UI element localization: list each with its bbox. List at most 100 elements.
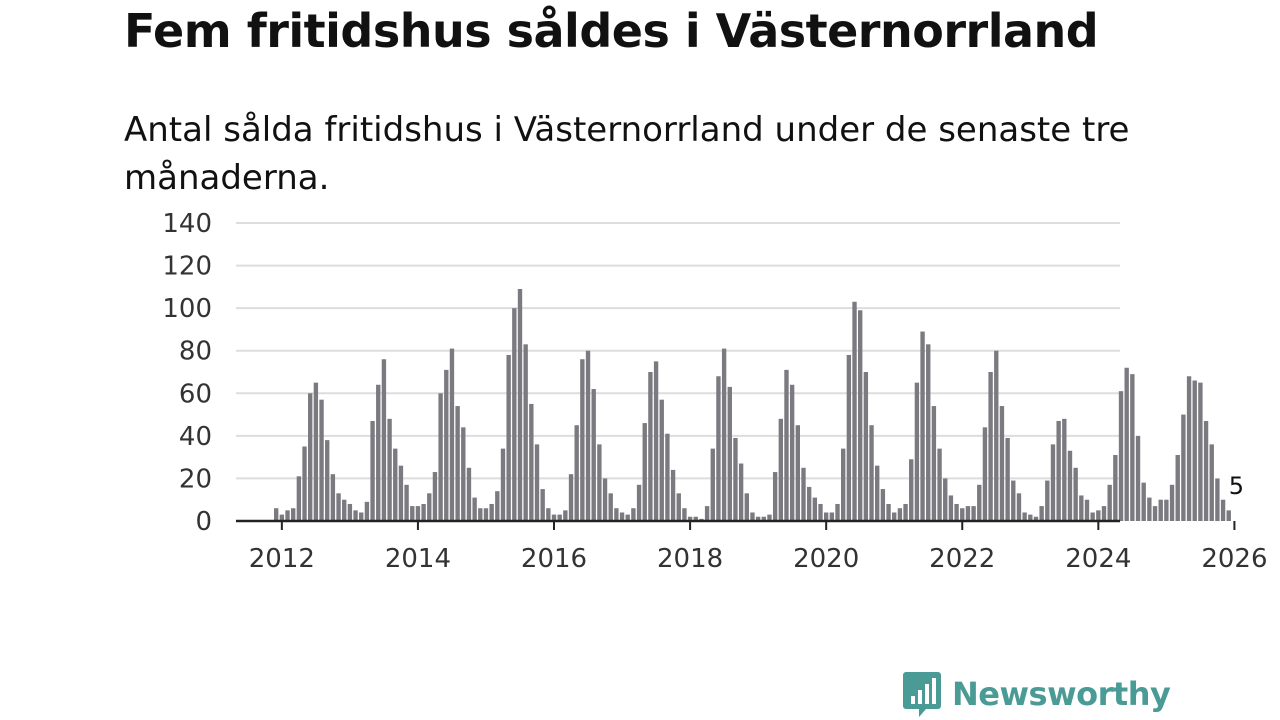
- bar: [302, 446, 307, 521]
- bar: [1181, 414, 1186, 521]
- bar: [427, 493, 432, 521]
- bar: [529, 403, 534, 521]
- bar: [926, 344, 931, 521]
- x-tick-label: 2024: [1065, 544, 1131, 574]
- bar: [1158, 499, 1163, 521]
- bar: [563, 510, 568, 521]
- bar: [506, 354, 511, 521]
- bar: [858, 310, 863, 521]
- bar: [897, 508, 903, 521]
- bar: [937, 448, 942, 521]
- bar: [886, 503, 891, 521]
- y-tick-label: 20: [179, 464, 212, 494]
- bar: [727, 386, 732, 521]
- bar: [313, 382, 319, 521]
- y-tick-label: 60: [179, 379, 212, 409]
- bar: [1164, 499, 1169, 521]
- bar: [863, 372, 869, 521]
- y-tick-label: 140: [162, 209, 212, 239]
- bar: [994, 350, 999, 521]
- bar: [920, 331, 925, 521]
- bar: [636, 484, 642, 521]
- bar: [846, 354, 852, 521]
- bar: [1067, 450, 1073, 521]
- bar: [1203, 420, 1209, 521]
- bar: [466, 467, 472, 521]
- bar: [540, 489, 545, 521]
- bar: [279, 514, 285, 521]
- x-tick-label: 2026: [1201, 544, 1267, 574]
- x-tick-label: 2018: [657, 544, 723, 574]
- bar: [892, 512, 897, 521]
- bar: [750, 512, 755, 521]
- bar: [1011, 480, 1016, 521]
- bar: [954, 503, 959, 521]
- newsworthy-logo-icon: [903, 672, 941, 717]
- bar: [909, 459, 914, 521]
- bar: [568, 474, 574, 521]
- bar: [574, 425, 579, 521]
- bar: [432, 472, 438, 521]
- bar: [903, 503, 908, 521]
- x-tick-label: 2020: [793, 544, 859, 574]
- bar: [1113, 455, 1118, 521]
- bar: [404, 484, 409, 521]
- bar: [347, 503, 353, 521]
- bar: [398, 465, 404, 521]
- bar: [1016, 493, 1022, 521]
- data-label: 5: [1229, 472, 1244, 500]
- bar: [812, 497, 818, 521]
- bar: [1056, 420, 1061, 521]
- bar: [1107, 484, 1112, 521]
- bar: [387, 418, 392, 521]
- bar: [478, 508, 483, 521]
- bar: [733, 437, 738, 521]
- bar: [495, 491, 500, 521]
- bar: [1209, 444, 1214, 521]
- y-tick-label: 80: [179, 337, 212, 367]
- bar: [795, 425, 801, 521]
- bar: [1090, 512, 1095, 521]
- bar: [670, 469, 676, 521]
- bar: [631, 508, 636, 521]
- bar: [806, 486, 812, 521]
- bar: [444, 369, 449, 521]
- bar: [665, 433, 670, 521]
- y-tick-label: 120: [162, 252, 212, 282]
- bar: [1226, 510, 1231, 521]
- bar: [319, 399, 324, 521]
- bar: [659, 399, 664, 521]
- bar: [772, 472, 778, 521]
- bar: [308, 393, 313, 521]
- bar: [353, 510, 358, 521]
- bar: [784, 369, 789, 521]
- y-tick-label: 100: [162, 294, 212, 324]
- bar: [534, 444, 540, 521]
- brand-logo[interactable]: Newsworthy: [902, 668, 1171, 720]
- bar: [1028, 514, 1033, 521]
- bar: [943, 478, 948, 521]
- bar: [648, 372, 653, 521]
- bar: [489, 503, 494, 521]
- bar: [614, 508, 619, 521]
- bar: [767, 514, 772, 521]
- bar: [381, 359, 387, 521]
- y-tick-label: 0: [195, 507, 212, 537]
- bar: [376, 384, 381, 521]
- bar: [1050, 444, 1056, 521]
- bar: [557, 514, 562, 521]
- bar: [960, 508, 965, 521]
- bar: [682, 508, 687, 521]
- bar: [999, 406, 1005, 521]
- bar: [721, 348, 727, 521]
- bar: [982, 427, 988, 521]
- bar: [1101, 506, 1107, 521]
- bar: [823, 512, 829, 521]
- bar: [285, 510, 290, 521]
- bar: [693, 516, 698, 521]
- bar: [410, 506, 415, 521]
- bar: [472, 497, 477, 521]
- bar: [789, 384, 795, 521]
- bar: [1198, 382, 1203, 521]
- bar: [829, 512, 835, 521]
